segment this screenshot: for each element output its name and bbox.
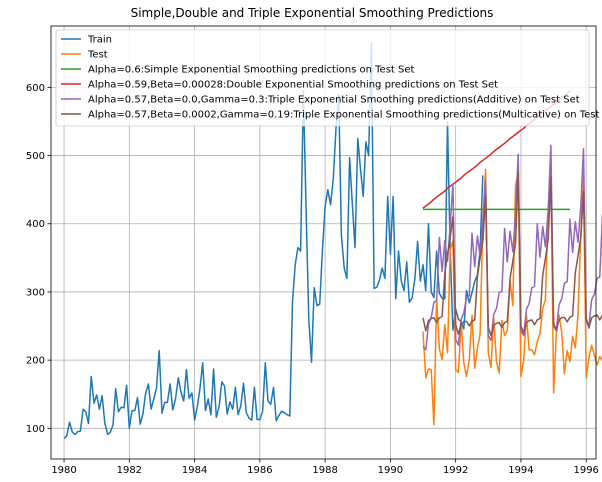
plot-frame <box>50 25 597 460</box>
legend-label: Alpha=0.57,Beta=0.0,Gamma=0.3:Triple Exp… <box>88 95 580 106</box>
y-tick-label: 400 <box>26 219 45 230</box>
x-tick-label: 1980 <box>51 465 76 476</box>
series-line-0 <box>63 42 484 440</box>
y-tick-label: 200 <box>26 356 45 367</box>
x-tick-label: 1994 <box>508 465 533 476</box>
y-tick-label: 600 <box>26 83 45 94</box>
x-axis: 1980 1982 1984 1986 1988 1990 1992 1994 1996 <box>51 459 599 476</box>
x-tick-label: 1996 <box>573 465 598 476</box>
series-line-1 <box>422 162 602 426</box>
legend-label: Alpha=0.59,Beta=0.00028:Double Exponenti… <box>88 80 498 91</box>
legend-box <box>55 29 590 127</box>
legend-label: Alpha=0.6:Simple Exponential Smoothing p… <box>88 65 415 76</box>
series-line-5 <box>422 171 602 337</box>
legend: Train Test Alpha=0.6:Simple Exponential Sm… <box>55 29 602 127</box>
x-tick-label: 1984 <box>182 465 207 476</box>
series-layer <box>63 42 602 440</box>
y-axis: 100 200 300 400 500 600 <box>26 83 51 435</box>
x-tick-label: 1986 <box>247 465 272 476</box>
y-tick-label: 300 <box>26 287 45 298</box>
legend-label: Test <box>87 50 108 61</box>
x-tick-label: 1982 <box>117 465 142 476</box>
y-tick-label: 100 <box>26 424 45 435</box>
legend-label: Alpha=0.57,Beta=0.0002,Gamma=0.19:Triple… <box>88 110 602 121</box>
chart-title: Simple,Double and Triple Exponential Smo… <box>131 6 494 20</box>
x-tick-label: 1992 <box>443 465 468 476</box>
legend-label: Train <box>87 35 112 46</box>
series-line-4 <box>422 144 602 351</box>
x-tick-label: 1988 <box>312 465 337 476</box>
x-tick-label: 1990 <box>378 465 403 476</box>
y-tick-label: 500 <box>26 151 45 162</box>
